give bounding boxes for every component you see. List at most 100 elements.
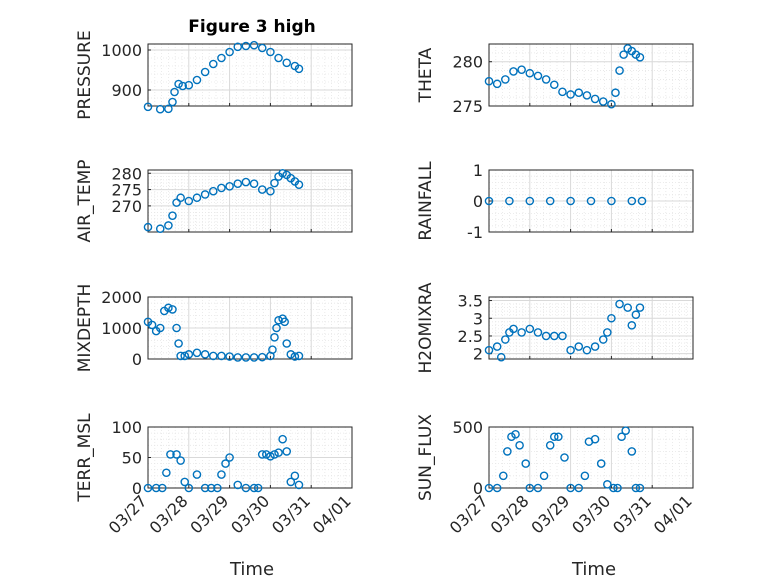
axis-frame <box>147 296 353 360</box>
y-axis-label: RAINFALL <box>416 161 436 241</box>
data-point <box>501 335 510 344</box>
data-point <box>290 352 300 361</box>
x-tick-label: 03/28 <box>487 491 533 537</box>
data-point <box>241 177 251 187</box>
data-point <box>184 350 194 359</box>
data-point <box>174 79 183 89</box>
data-point <box>170 87 179 97</box>
data-point <box>257 185 267 194</box>
data-point <box>166 450 175 459</box>
y-tick-label: 275 <box>111 181 142 200</box>
data-point <box>484 196 494 206</box>
y-tick-label: 500 <box>452 418 483 437</box>
data-point <box>213 483 222 493</box>
data-point <box>168 97 177 107</box>
x-tick-label: 04/01 <box>309 491 355 537</box>
subplot-6: 22.533.5 H2OMIXRA <box>416 282 694 374</box>
figure-title: Figure 3 high <box>188 17 316 37</box>
data-point <box>554 432 563 442</box>
x-tick-label: 04/01 <box>650 491 696 537</box>
y-tick-label: 3 <box>473 309 483 328</box>
data-point <box>233 179 243 189</box>
data-point <box>200 483 210 493</box>
data-point <box>294 480 304 490</box>
data-point <box>176 193 185 203</box>
data-point <box>184 196 194 206</box>
y-tick-label: 900 <box>111 81 142 100</box>
data-point <box>270 332 279 342</box>
y-tick-label: 1000 <box>101 41 142 60</box>
x-tick-label: 03/29 <box>186 491 232 537</box>
y-tick-label: 3.5 <box>458 292 483 311</box>
subplot-5: 0 1000 2000 MIXDEPTH <box>75 284 353 372</box>
data-point <box>262 450 271 459</box>
data-point <box>221 459 230 468</box>
data-point <box>172 323 181 333</box>
data-point <box>164 104 173 114</box>
data-point <box>257 450 267 459</box>
data-point <box>282 58 292 68</box>
data-point <box>155 224 165 234</box>
x-tick-label: 03/27 <box>446 491 492 537</box>
axis-frame <box>488 426 694 489</box>
data-point <box>200 350 210 359</box>
data-point <box>627 447 637 456</box>
data-point <box>225 352 234 361</box>
y-axis-label: THETA <box>416 47 436 103</box>
data-point <box>503 447 512 456</box>
data-point <box>225 453 234 462</box>
data-point <box>501 75 510 84</box>
data-point <box>184 483 194 493</box>
x-tick-label: 03/27 <box>105 491 151 537</box>
data-point <box>192 470 202 479</box>
y-tick-label: 50 <box>122 449 142 468</box>
data-point <box>598 97 608 106</box>
y-axis-label: PRESSURE <box>75 30 95 119</box>
data-point <box>162 468 171 478</box>
data-point <box>598 335 608 344</box>
y-tick-label: 0 <box>132 350 142 369</box>
data-point <box>635 303 645 312</box>
data-point <box>619 50 628 59</box>
data-point <box>174 339 183 348</box>
data-point <box>635 483 645 493</box>
data-point <box>172 450 181 459</box>
data-point <box>278 434 287 444</box>
data-point <box>496 352 506 362</box>
data-point <box>184 80 194 90</box>
axis-frame <box>488 43 694 107</box>
y-axis-label: TERR_MSL <box>75 413 95 503</box>
data-point <box>615 299 624 309</box>
data-point <box>278 168 287 178</box>
data-point <box>511 430 520 439</box>
y-tick-label: 1000 <box>101 319 142 338</box>
subplot-4: -1 0 1 RAINFALL <box>416 161 694 242</box>
x-axis-label-left: Time <box>229 559 274 580</box>
data-point <box>533 483 543 493</box>
subplot-2: 275 280 THETA <box>416 43 694 116</box>
x-tick-label: 03/29 <box>527 491 573 537</box>
data-point <box>566 345 575 355</box>
data-point <box>574 88 584 98</box>
data-point <box>566 196 575 206</box>
data-point <box>603 480 612 489</box>
data-point <box>241 41 251 51</box>
data-point <box>233 42 243 52</box>
data-point <box>492 79 502 89</box>
data-point <box>533 71 543 81</box>
data-point <box>549 432 559 442</box>
data-point <box>176 456 185 465</box>
y-tick-label: 2000 <box>101 288 142 307</box>
data-point <box>253 483 263 493</box>
data-point <box>627 321 637 330</box>
data-point <box>613 483 622 493</box>
data-point <box>286 350 296 359</box>
data-point <box>192 348 202 358</box>
data-point <box>609 483 618 493</box>
data-point <box>505 196 514 206</box>
y-tick-label: 0 <box>132 479 142 498</box>
data-point <box>151 483 161 493</box>
data-point <box>596 459 606 468</box>
data-point <box>590 434 600 444</box>
data-point <box>168 211 177 220</box>
